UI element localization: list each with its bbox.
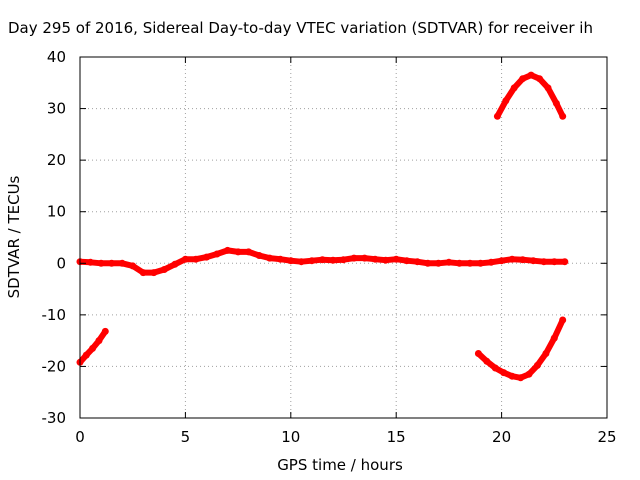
data-point xyxy=(542,350,550,357)
data-point xyxy=(340,256,347,264)
data-series xyxy=(76,71,569,382)
x-tick-label: 10 xyxy=(281,428,300,446)
data-point xyxy=(498,257,506,265)
y-axis-label: SDTVAR / TECUs xyxy=(5,175,23,298)
data-point xyxy=(382,256,390,264)
data-point xyxy=(192,255,200,263)
data-point xyxy=(424,259,432,267)
data-point xyxy=(477,259,484,267)
data-point xyxy=(97,259,105,267)
ticks: 0 5 10 15 20 25 -30 -20 -10 0 10 20 30 40 xyxy=(42,48,617,446)
data-point xyxy=(434,259,442,267)
data-point xyxy=(276,255,284,263)
data-point xyxy=(297,258,305,266)
data-point xyxy=(95,337,103,345)
data-point xyxy=(445,258,453,266)
data-point xyxy=(82,351,90,359)
data-point xyxy=(139,269,147,277)
data-point xyxy=(87,258,94,266)
data-point xyxy=(559,316,567,324)
y-tick-label: 20 xyxy=(47,151,66,169)
y-tick-label: 40 xyxy=(47,48,66,66)
data-point xyxy=(171,260,179,268)
x-tick-label: 25 xyxy=(597,428,616,446)
y-tick-label: 30 xyxy=(47,100,66,118)
x-axis-label: GPS time / hours xyxy=(277,456,403,474)
data-point xyxy=(101,327,109,335)
data-point xyxy=(527,71,535,79)
data-point xyxy=(392,255,400,263)
data-point xyxy=(536,75,543,83)
y-tick-label: 10 xyxy=(47,203,66,221)
data-point xyxy=(108,259,116,267)
data-point xyxy=(150,269,158,277)
data-point xyxy=(371,255,379,263)
data-point xyxy=(474,350,482,357)
data-point xyxy=(350,254,358,262)
data-point xyxy=(550,334,558,342)
y-tick-label: 0 xyxy=(56,254,66,272)
x-tick-label: 15 xyxy=(387,428,406,446)
data-point xyxy=(413,258,421,266)
data-point xyxy=(540,258,548,266)
data-point xyxy=(519,256,527,264)
y-tick-label: -10 xyxy=(42,306,67,324)
data-point xyxy=(160,266,168,273)
data-point xyxy=(552,99,560,107)
chart-title: Day 295 of 2016, Sidereal Day-to-day VTE… xyxy=(8,19,593,37)
data-point xyxy=(525,370,533,378)
data-point xyxy=(361,254,369,262)
data-point xyxy=(255,252,263,259)
data-point xyxy=(544,84,552,92)
data-point xyxy=(203,253,210,261)
x-tick-label: 5 xyxy=(181,428,191,446)
data-point xyxy=(502,97,510,105)
data-point xyxy=(89,344,97,352)
x-tick-label: 0 xyxy=(75,428,85,446)
y-tick-label: -30 xyxy=(42,409,67,427)
data-point xyxy=(266,254,274,262)
plot-frame xyxy=(79,56,608,419)
x-tick-label: 20 xyxy=(492,428,511,446)
data-point xyxy=(318,256,326,264)
data-point xyxy=(234,248,242,256)
data-point xyxy=(224,246,232,254)
data-point xyxy=(245,248,253,256)
data-point xyxy=(455,259,463,267)
data-point xyxy=(529,257,537,265)
data-point xyxy=(287,257,295,265)
data-point xyxy=(559,112,567,120)
grid xyxy=(80,57,607,418)
data-point xyxy=(213,250,221,258)
data-point xyxy=(181,255,189,263)
data-point xyxy=(510,84,518,92)
data-point xyxy=(561,258,569,266)
data-point xyxy=(550,258,558,266)
data-point xyxy=(466,259,474,267)
data-point xyxy=(508,372,516,380)
data-point xyxy=(483,357,491,365)
data-point xyxy=(500,369,508,377)
data-point xyxy=(308,257,316,265)
data-point xyxy=(403,257,411,265)
data-point xyxy=(487,258,495,266)
data-point xyxy=(118,259,126,267)
data-point xyxy=(533,361,541,369)
data-point xyxy=(519,75,527,83)
data-point xyxy=(517,374,525,382)
y-tick-label: -20 xyxy=(42,357,67,375)
data-point xyxy=(493,112,501,120)
data-point xyxy=(491,364,499,372)
data-point xyxy=(329,256,337,264)
data-point xyxy=(129,262,137,270)
data-point xyxy=(508,255,516,263)
